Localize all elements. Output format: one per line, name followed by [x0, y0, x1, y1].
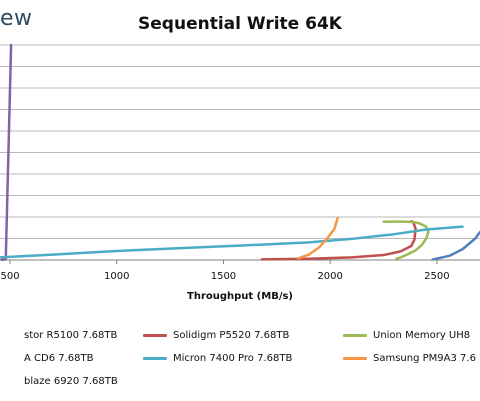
legend-item: A CD6 7.68TB	[0, 353, 93, 367]
x-tick-label: 1000	[104, 271, 129, 282]
legend: stor R5100 7.68TB Solidigm P5520 7.68TB Un…	[0, 318, 480, 401]
legend-label: stor R5100 7.68TB	[24, 330, 118, 341]
legend-item: Samsung PM9A3 7.6	[343, 353, 476, 367]
legend-item: Micron 7400 Pro 7.68TB	[143, 353, 292, 367]
legend-item: blaze 6920 7.68TB	[0, 376, 118, 390]
legend-label: Union Memory UH8	[373, 330, 471, 341]
legend-label: Samsung PM9A3 7.6	[373, 353, 476, 364]
legend-swatch	[343, 356, 367, 360]
x-tick-label: 2500	[424, 271, 449, 282]
series-line	[296, 216, 339, 260]
legend-swatch	[143, 333, 167, 337]
legend-swatch	[143, 356, 167, 360]
legend-label: Solidigm P5520 7.68TB	[173, 330, 290, 341]
chart-plot: 500 1000 1500 2000 2500	[0, 43, 480, 282]
x-tick-labels: 500 1000 1500 2000 2500	[0, 260, 450, 282]
legend-label: blaze 6920 7.68TB	[24, 376, 118, 387]
series-line	[260, 220, 417, 261]
legend-item: Union Memory UH8	[343, 330, 470, 344]
x-tick-label: 2000	[317, 271, 342, 282]
legend-label: Micron 7400 Pro 7.68TB	[173, 353, 293, 364]
series-layer	[0, 43, 480, 262]
series-line	[382, 220, 430, 260]
brand-logo-text: ew	[0, 6, 33, 31]
x-tick-label: 500	[0, 271, 19, 282]
legend-label: A CD6 7.68TB	[24, 353, 94, 364]
series-line	[0, 43, 13, 262]
legend-item: Solidigm P5520 7.68TB	[143, 330, 289, 344]
legend-swatch	[343, 333, 367, 337]
series-line	[431, 230, 480, 261]
legend-item: stor R5100 7.68TB	[0, 330, 117, 344]
x-axis-label: Throughput (MB/s)	[187, 291, 293, 302]
chart-title: Sequential Write 64K	[138, 14, 342, 34]
x-tick-label: 1500	[211, 271, 236, 282]
gridlines	[0, 44, 480, 239]
series-line	[0, 225, 464, 259]
